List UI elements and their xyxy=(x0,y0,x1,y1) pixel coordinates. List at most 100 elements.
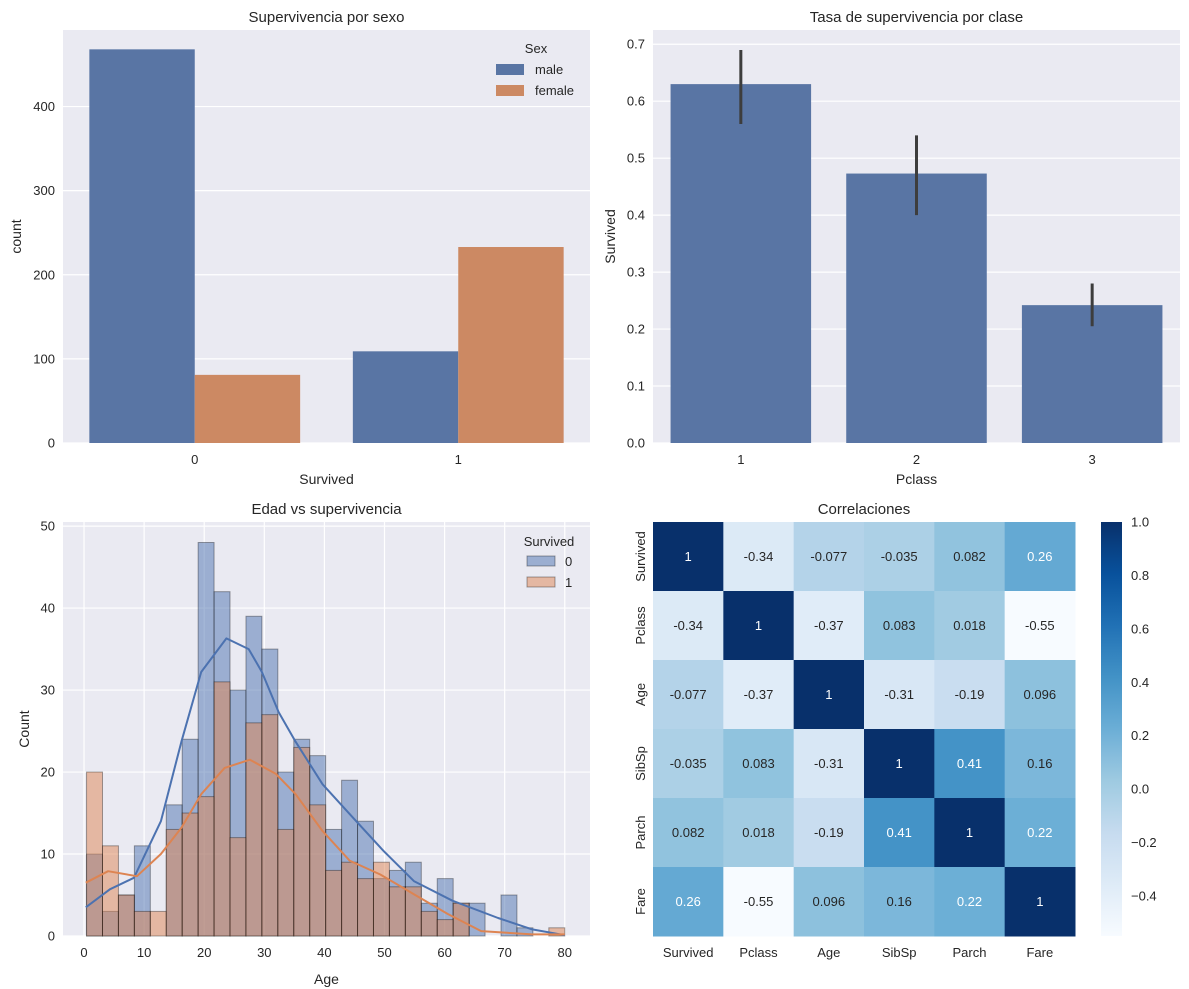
y-tick-label: Age xyxy=(633,683,648,706)
colorbar-tick-label: 0.2 xyxy=(1131,728,1149,743)
cell-value: 1 xyxy=(755,618,762,633)
colorbar-tick-label: 0.0 xyxy=(1131,782,1149,797)
legend-swatch-1 xyxy=(526,576,556,588)
bar-female xyxy=(458,247,564,443)
heatmap-cell xyxy=(723,798,795,868)
cell-value: -0.31 xyxy=(884,687,914,702)
bar-class-1 xyxy=(670,84,812,443)
heatmap-cell xyxy=(1004,660,1076,730)
y-axis-label: Survived xyxy=(602,209,618,263)
legend-label: 0 xyxy=(565,554,572,569)
x-tick-label: Parch xyxy=(953,945,987,960)
x-tick-label: 80 xyxy=(558,945,572,960)
cell-value: 1 xyxy=(685,549,692,564)
cell-value: 0.096 xyxy=(1024,687,1057,702)
heatmap-cell xyxy=(864,729,935,799)
heatmap-cell xyxy=(723,729,795,799)
histogram-bar-1 xyxy=(357,878,374,937)
cell-value: 0.26 xyxy=(1027,549,1052,564)
x-tick-label: 0 xyxy=(80,945,87,960)
heatmap-cell xyxy=(653,798,724,868)
colorbar-tick-label: 1.0 xyxy=(1131,515,1149,530)
y-tick-label: Parch xyxy=(633,816,648,850)
y-tick-label: Survived xyxy=(633,531,648,582)
heatmap-cell xyxy=(1004,867,1076,937)
heatmap-cell xyxy=(653,522,724,592)
y-tick-label: 40 xyxy=(41,601,55,616)
histogram-bar-1 xyxy=(293,746,311,937)
chart-survival-by-sex: Supervivencia por sexo 0 100 200 300 400 0 1 Sur… xyxy=(8,9,590,487)
y-tick-label: 0.2 xyxy=(627,322,645,337)
cell-value: -0.035 xyxy=(881,549,918,564)
cell-value: -0.37 xyxy=(744,687,774,702)
chart-title: Correlaciones xyxy=(818,501,911,518)
heatmap-cell xyxy=(934,867,1006,937)
legend-swatch-female xyxy=(496,85,524,96)
cell-value: 0.082 xyxy=(953,549,986,564)
y-tick-label: 0 xyxy=(48,929,55,944)
heatmap-cell xyxy=(723,660,795,730)
heatmap-cell xyxy=(723,591,795,661)
y-tick-label: 30 xyxy=(41,683,55,698)
y-tick-label: SibSp xyxy=(633,746,648,781)
bar-female xyxy=(194,374,301,443)
y-tick-label: 20 xyxy=(41,765,55,780)
y-tick-label: 0.3 xyxy=(627,265,645,280)
histogram-bar-1 xyxy=(117,894,135,937)
y-tick-label: 0.4 xyxy=(627,208,645,223)
y-axis-label: Count xyxy=(16,710,32,747)
x-tick-label: 60 xyxy=(437,945,451,960)
y-tick-label: 300 xyxy=(33,183,55,198)
y-axis-label: count xyxy=(8,219,24,253)
x-tick-label: 1 xyxy=(737,452,744,467)
x-tick-label: 40 xyxy=(317,945,331,960)
cell-value: 1 xyxy=(966,825,973,840)
legend-label: male xyxy=(535,62,563,77)
cell-value: 0.16 xyxy=(1027,756,1052,771)
chart-correlation-heatmap: Correlaciones 1 -0.34 -0.077 -0.035 0.082 0.26… xyxy=(633,501,1157,960)
legend-title: Sex xyxy=(525,41,548,56)
y-tick-label: 0 xyxy=(48,436,55,451)
cell-value: 0.083 xyxy=(883,618,916,633)
cell-value: -0.55 xyxy=(744,894,774,909)
x-tick-label: Fare xyxy=(1026,945,1053,960)
x-tick-label: SibSp xyxy=(882,945,917,960)
cell-value: 0.018 xyxy=(742,825,775,840)
x-tick-label: 3 xyxy=(1089,452,1096,467)
cell-value: -0.19 xyxy=(955,687,985,702)
kde-line-0 xyxy=(85,637,565,937)
colorbar-tick-label: 0.8 xyxy=(1131,568,1149,583)
heatmap-cell xyxy=(934,729,1006,799)
heatmap-cell xyxy=(723,522,795,592)
histogram-bar-1 xyxy=(372,861,390,937)
heatmap-cell xyxy=(1004,729,1076,799)
histogram-bar-1 xyxy=(245,722,263,937)
heatmap-cell xyxy=(793,660,865,730)
histogram-bar-1 xyxy=(133,910,151,937)
bar-male xyxy=(352,351,459,443)
y-tick-label: 0.5 xyxy=(627,151,645,166)
x-tick-label: 2 xyxy=(913,452,920,467)
heatmap-cell xyxy=(864,798,935,868)
cell-value: 0.082 xyxy=(672,825,705,840)
heatmap-cell xyxy=(793,591,865,661)
legend-label: female xyxy=(535,83,574,98)
colorbar-tick-label: −0.4 xyxy=(1131,888,1157,903)
x-tick-label: Age xyxy=(817,945,840,960)
x-axis-label: Survived xyxy=(299,471,353,487)
colorbar-tick-label: 0.6 xyxy=(1131,621,1149,636)
cell-value: -0.34 xyxy=(673,618,703,633)
x-tick-label: 30 xyxy=(257,945,271,960)
x-tick-label: 70 xyxy=(497,945,511,960)
x-tick-label: Pclass xyxy=(739,945,778,960)
histogram-bar-1 xyxy=(86,771,103,937)
x-tick-label: 50 xyxy=(377,945,391,960)
heatmap-cell xyxy=(934,591,1006,661)
chart-survival-rate-by-class: Tasa de supervivencia por clase 0.0 0.1 0.2… xyxy=(602,9,1180,487)
cell-value: -0.37 xyxy=(814,618,844,633)
kde-line-1 xyxy=(85,758,565,936)
colorbar xyxy=(1101,522,1122,936)
legend-swatch-0 xyxy=(526,555,556,567)
histogram-bar-1 xyxy=(261,714,279,937)
